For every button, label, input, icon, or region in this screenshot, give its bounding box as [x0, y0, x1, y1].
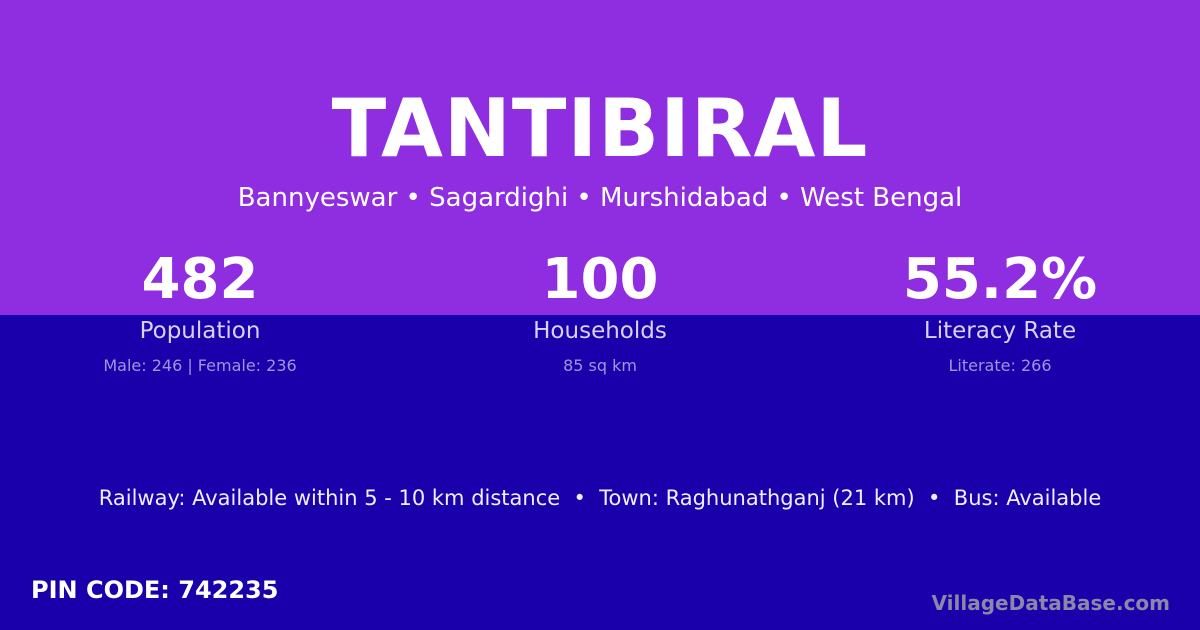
stat-detail: Male: 246 | Female: 236 [103, 356, 297, 375]
header-band [0, 0, 1200, 315]
stat-households: 100 Households 85 sq km [400, 247, 800, 376]
stat-value: 55.2% [902, 247, 1098, 312]
stat-value: 482 [141, 247, 259, 312]
stat-label: Literacy Rate [923, 318, 1077, 344]
stat-label: Population [139, 318, 261, 344]
location-breadcrumb: Bannyeswar • Sagardighi • Murshidabad • … [237, 183, 963, 213]
connectivity-info: Railway: Available within 5 - 10 km dist… [98, 486, 1102, 510]
stat-population: 482 Population Male: 246 | Female: 236 [0, 247, 400, 376]
stat-label: Households [533, 318, 667, 344]
brand-logo: VillageDataBase.com [931, 591, 1170, 615]
stat-detail: 85 sq km [563, 356, 637, 375]
stat-detail: Literate: 266 [948, 356, 1052, 375]
stat-value: 100 [541, 247, 659, 312]
stat-literacy: 55.2% Literacy Rate Literate: 266 [800, 247, 1200, 376]
village-title: TANTIBIRAL [331, 82, 869, 175]
pin-code: PIN CODE: 742235 [31, 576, 279, 604]
